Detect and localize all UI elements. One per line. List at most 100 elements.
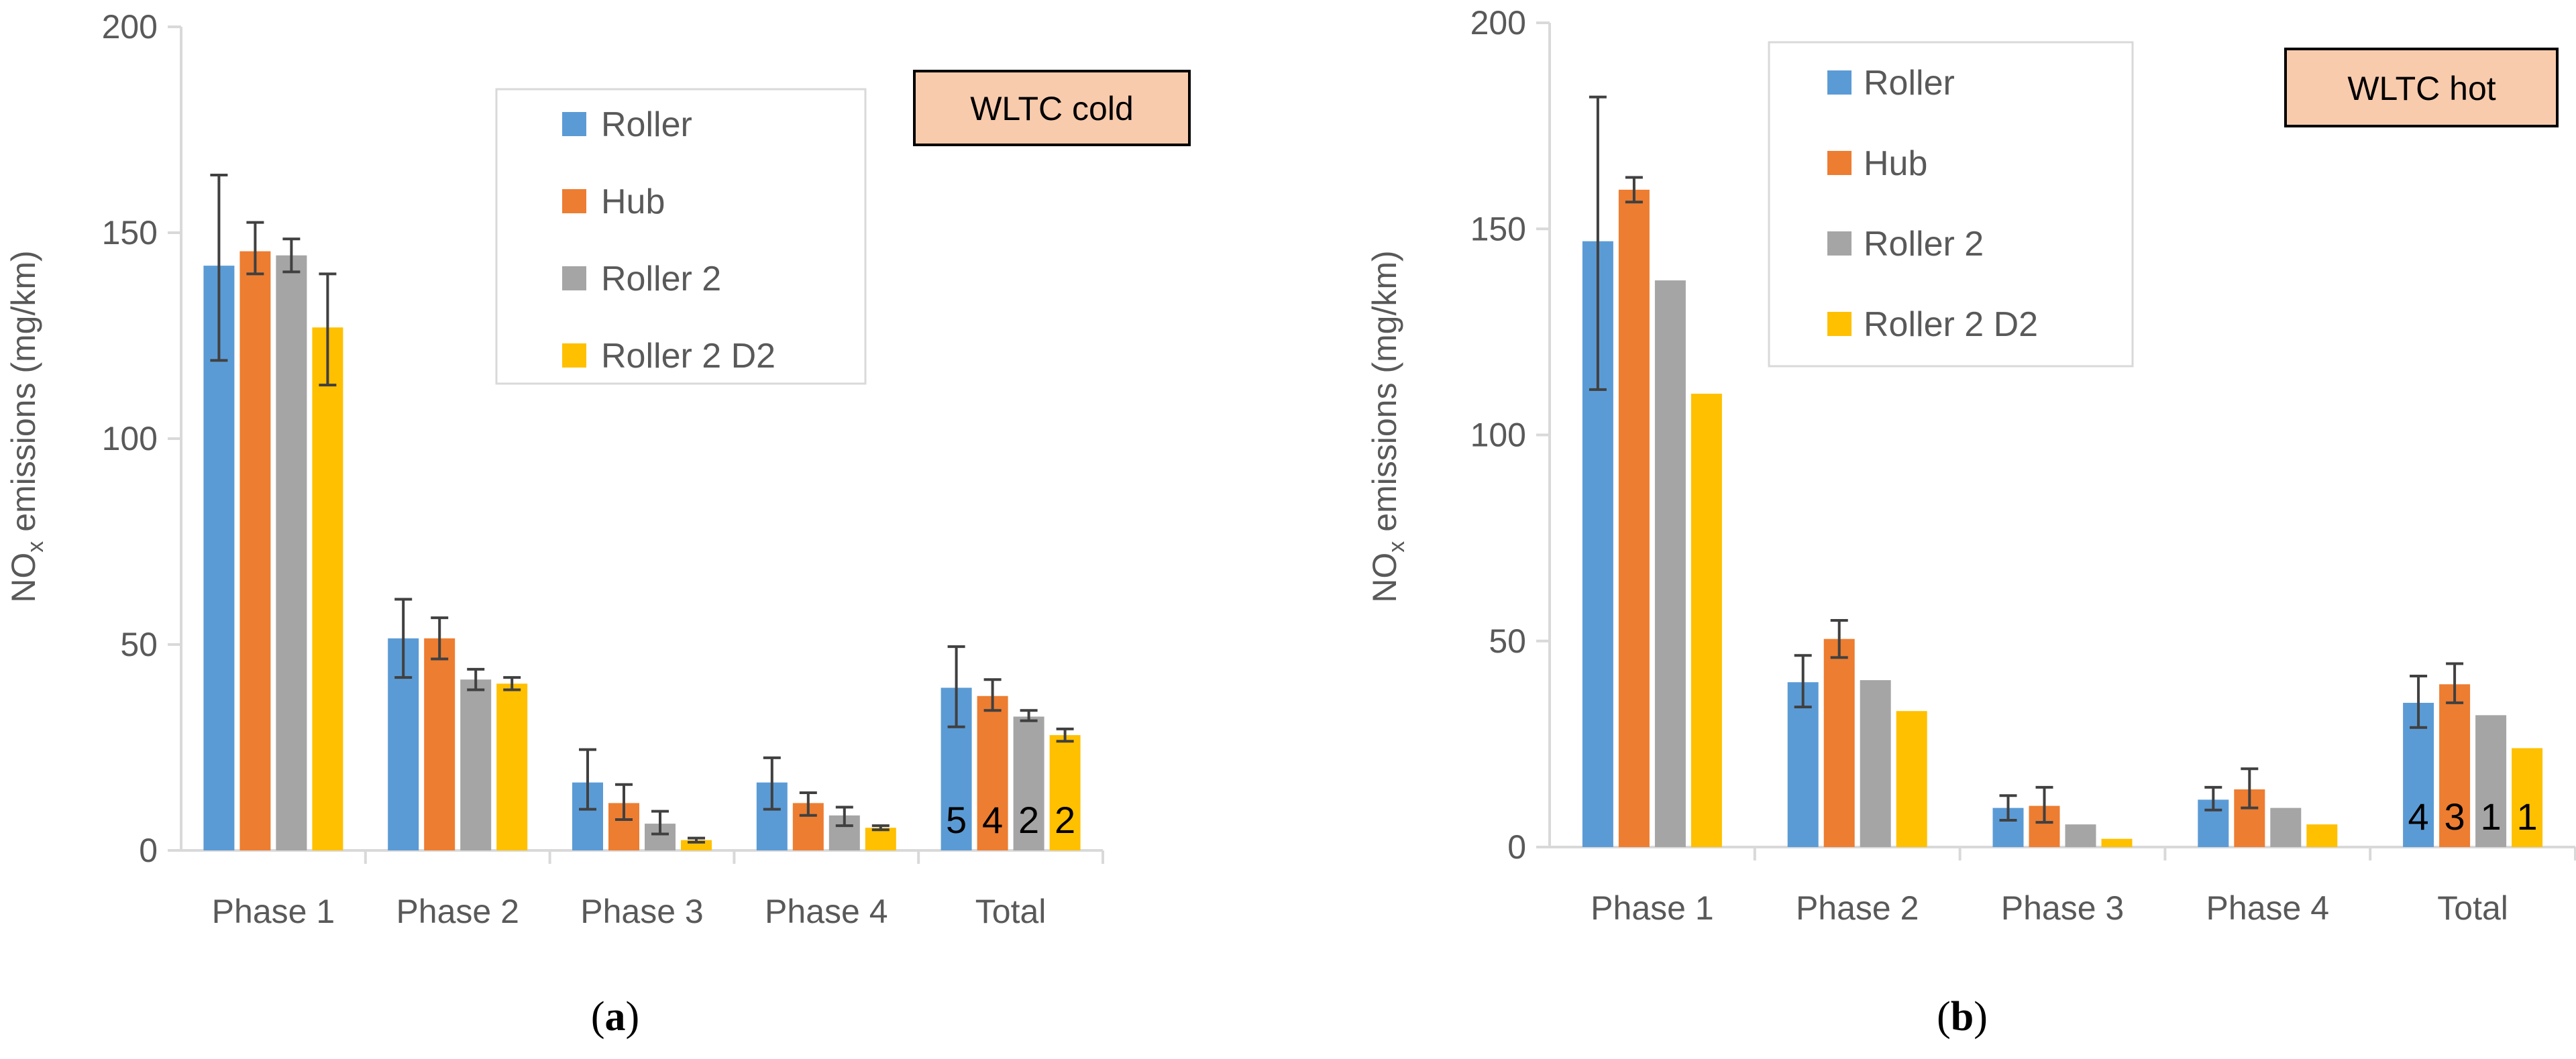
legend-swatch [1827, 151, 1851, 175]
bar-roller-2 [2475, 715, 2507, 847]
panel-label-close: ) [626, 994, 640, 1040]
x-category-label: Phase 2 [396, 893, 519, 930]
bar-roller-2-d2 [865, 828, 896, 850]
bar-count-label: 5 [946, 799, 967, 841]
error-bar [431, 616, 449, 661]
chart-title-box [913, 70, 1191, 146]
legend-label: Hub [601, 182, 665, 221]
error-bar [799, 791, 817, 817]
x-category-label: Phase 1 [1591, 889, 1713, 927]
legend-swatch [1827, 231, 1851, 256]
legend-box [495, 88, 867, 385]
y-tick-label: 100 [1470, 416, 1526, 454]
chart-title: WLTC cold [970, 90, 1134, 127]
x-category-label: Phase 2 [1796, 889, 1919, 927]
y-tick-label: 150 [102, 214, 158, 252]
bar-count-label: 2 [1055, 799, 1075, 841]
error-bar [2446, 662, 2464, 704]
panel-label-letter: b [1951, 994, 1974, 1040]
x-category-label: Total [2437, 889, 2508, 927]
bar-count-label: 1 [2481, 795, 2502, 838]
legend-label: Roller 2 [1864, 225, 1984, 264]
error-bar [210, 174, 228, 362]
bar-roller-2 [1860, 680, 1891, 847]
bar-roller-2-d2 [2512, 748, 2543, 847]
legend-swatch [562, 343, 586, 368]
bar-roller [1787, 682, 1819, 847]
panel-label: (a) [591, 994, 639, 1040]
y-axis-title-suffix: emissions (mg/km) [5, 250, 42, 541]
x-category-label: Phase 1 [212, 893, 335, 930]
y-tick-label: 0 [139, 832, 158, 869]
bar-count-label: 1 [2517, 795, 2538, 838]
bar-roller-2 [460, 679, 492, 850]
legend-swatch [1827, 312, 1851, 336]
bar-roller-2-d2 [496, 683, 528, 850]
legend-label: Roller 2 D2 [601, 337, 775, 376]
chart-panel-b: 0 50 100 150 200 NOx emissions (mg/km) Phase 1… [1366, 4, 2576, 1040]
bar-roller-2 [1654, 280, 1686, 847]
x-category-label: Phase 4 [2206, 889, 2329, 927]
legend-swatch [562, 112, 586, 136]
error-bar [763, 756, 781, 811]
chart-panel-a: 0 50 100 150 200 NOx emissions (mg/km) Phase 1… [5, 8, 1191, 1040]
error-bar [2241, 767, 2259, 810]
y-axis-title: NOx emissions (mg/km) [1366, 250, 1409, 602]
legend-swatch [1827, 70, 1851, 95]
panel-label-close: ) [1974, 994, 1988, 1040]
bar-roller [203, 266, 235, 850]
error-bar [871, 824, 890, 832]
bar-roller-2-d2 [1896, 711, 1927, 847]
error-bar [947, 645, 965, 728]
bar-count-label: 2 [1018, 799, 1039, 841]
y-axis-title-prefix: NO [5, 553, 42, 603]
error-bar [2410, 674, 2428, 729]
error-bar [246, 221, 264, 276]
y-tick-label: 150 [1470, 210, 1526, 247]
error-bar [615, 783, 633, 821]
error-bar [1999, 794, 2017, 822]
panel-label: (b) [1937, 994, 1988, 1040]
legend-label: Roller 2 D2 [1864, 305, 2038, 344]
error-bar [1830, 619, 1848, 659]
error-bar [1589, 95, 1607, 391]
legend-label: Roller 2 [601, 260, 721, 298]
error-bar [467, 667, 485, 691]
bar-count-label: 3 [2445, 795, 2465, 838]
bar-roller-2-d2 [1690, 394, 1722, 847]
y-tick-label: 200 [1470, 4, 1526, 42]
y-axis-title-subscript: x [1384, 541, 1409, 553]
bar-hub [1618, 189, 1650, 847]
bar-roller-2 [2065, 824, 2096, 847]
bar-roller-2 [276, 255, 307, 850]
error-bar [503, 676, 521, 691]
bar-roller-2 [1013, 716, 1044, 850]
error-bar [282, 237, 301, 274]
chart-title-box [2284, 48, 2559, 127]
bar-roller-2 [2270, 807, 2302, 847]
legend-label: Hub [1864, 144, 1927, 183]
y-axis-title-suffix: emissions (mg/km) [1366, 250, 1403, 541]
error-bar [835, 805, 853, 828]
error-bar [1794, 654, 1812, 709]
panel-label-letter: a [605, 994, 626, 1040]
x-category-label: Phase 3 [580, 893, 703, 930]
error-bar [319, 272, 337, 387]
x-category-label: Phase 4 [765, 893, 888, 930]
chart-title: WLTC hot [2347, 70, 2496, 107]
error-bar [579, 748, 596, 811]
y-tick-label: 0 [1507, 828, 1526, 866]
y-tick-label: 100 [102, 420, 158, 457]
error-bar [394, 598, 413, 679]
error-bar [651, 810, 669, 836]
legend-swatch [562, 266, 586, 290]
error-bar [1020, 709, 1038, 722]
x-category-label: Total [975, 893, 1046, 930]
bar-hub [2439, 684, 2471, 847]
legend-swatch [562, 189, 586, 213]
bar-hub [424, 638, 455, 850]
error-bar [1056, 727, 1074, 743]
panel-label-open: ( [591, 994, 605, 1040]
bar-hub [977, 695, 1008, 850]
